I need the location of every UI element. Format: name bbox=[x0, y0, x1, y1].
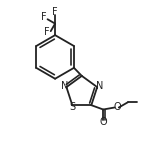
Text: N: N bbox=[61, 81, 68, 91]
Text: F: F bbox=[41, 12, 47, 22]
Text: F: F bbox=[52, 7, 58, 17]
Text: F: F bbox=[44, 27, 49, 37]
Text: O: O bbox=[113, 102, 121, 112]
Text: S: S bbox=[69, 102, 75, 112]
Text: N: N bbox=[96, 81, 103, 91]
Text: O: O bbox=[99, 117, 107, 127]
